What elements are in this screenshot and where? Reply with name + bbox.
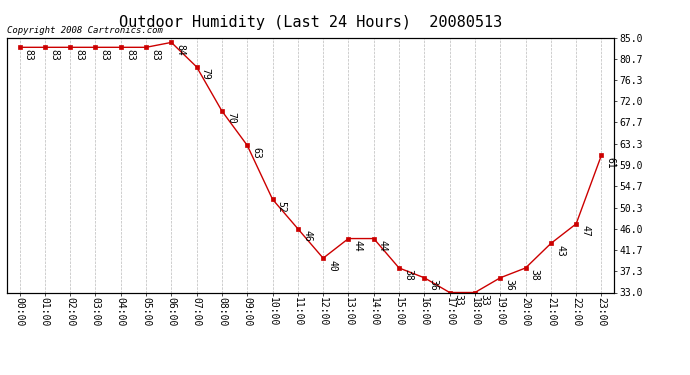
Text: 36: 36 xyxy=(504,279,515,291)
Text: 44: 44 xyxy=(378,240,388,252)
Text: 63: 63 xyxy=(251,147,262,159)
Text: 46: 46 xyxy=(302,230,312,242)
Text: 83: 83 xyxy=(125,49,135,60)
Text: 43: 43 xyxy=(555,245,565,256)
Text: 44: 44 xyxy=(353,240,363,252)
Text: 40: 40 xyxy=(327,260,337,271)
Text: 70: 70 xyxy=(226,112,236,124)
Text: 52: 52 xyxy=(277,201,287,213)
Text: 47: 47 xyxy=(580,225,591,237)
Text: 36: 36 xyxy=(428,279,439,291)
Text: 79: 79 xyxy=(201,68,211,80)
Text: 84: 84 xyxy=(175,44,186,55)
Text: Copyright 2008 Cartronics.com: Copyright 2008 Cartronics.com xyxy=(7,26,163,35)
Text: 38: 38 xyxy=(530,269,540,281)
Text: 83: 83 xyxy=(150,49,160,60)
Text: 83: 83 xyxy=(99,49,110,60)
Text: 33: 33 xyxy=(454,294,464,306)
Text: Outdoor Humidity (Last 24 Hours)  20080513: Outdoor Humidity (Last 24 Hours) 2008051… xyxy=(119,15,502,30)
Text: 61: 61 xyxy=(606,157,615,168)
Text: 33: 33 xyxy=(479,294,489,306)
Text: 83: 83 xyxy=(75,49,84,60)
Text: 38: 38 xyxy=(403,269,413,281)
Text: 83: 83 xyxy=(49,49,59,60)
Text: 83: 83 xyxy=(23,49,34,60)
